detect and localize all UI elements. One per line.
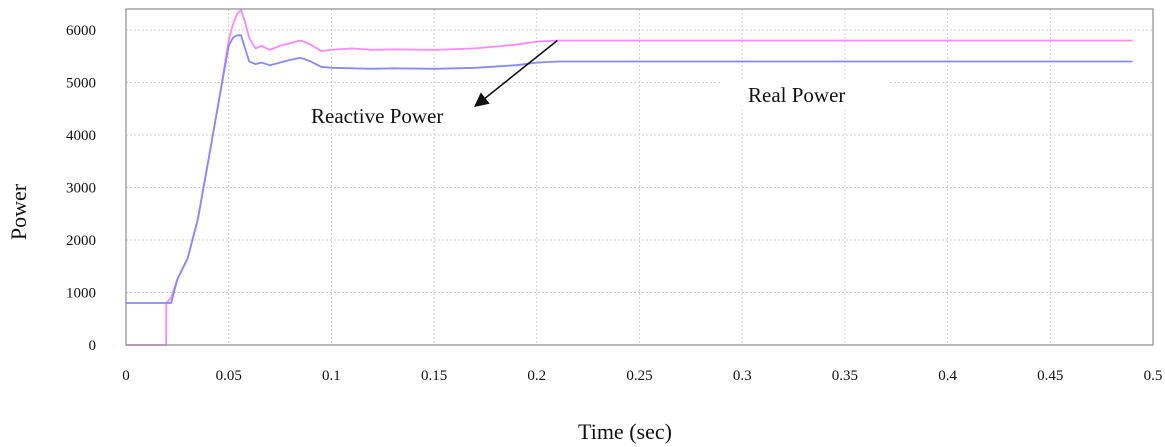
y-tick-label: 2000 bbox=[66, 233, 96, 249]
real-power-label: Real Power bbox=[748, 83, 845, 107]
x-tick-label: 0.1 bbox=[322, 368, 341, 384]
y-axis-title: Power bbox=[6, 183, 31, 240]
x-tick-label: 0.15 bbox=[421, 368, 447, 384]
x-tick-label: 0.2 bbox=[527, 368, 546, 384]
x-tick-label: 0.25 bbox=[626, 368, 652, 384]
reactive-power-arrow bbox=[474, 39, 558, 108]
x-axis-title: Time (sec) bbox=[578, 419, 672, 444]
series-line-2 bbox=[126, 34, 1133, 304]
y-tick-label: 5000 bbox=[66, 76, 96, 92]
y-tick-label: 6000 bbox=[66, 23, 96, 39]
x-tick-label: 0.3 bbox=[733, 368, 752, 384]
x-tick-label: 0.5 bbox=[1144, 368, 1163, 384]
plot-frame bbox=[125, 8, 1154, 346]
y-tick-label: 4000 bbox=[66, 128, 96, 144]
grid bbox=[126, 9, 1153, 345]
tick-labels: 0 0.05 0.1 0.15 0.2 0.25 0.3 0.35 0.4 0.45 0.5 0 100… bbox=[66, 23, 1162, 384]
x-tick-label: 0.05 bbox=[216, 368, 242, 384]
real-power-label-bg bbox=[720, 80, 890, 110]
x-tick-label: 0.45 bbox=[1037, 368, 1063, 384]
y-tick-label: 0 bbox=[89, 338, 97, 354]
reactive-power-label: Reactive Power bbox=[311, 104, 443, 128]
series-layer bbox=[126, 9, 1133, 346]
y-tick-label: 1000 bbox=[66, 286, 96, 302]
x-tick-label: 0.35 bbox=[832, 368, 858, 384]
x-tick-label: 0 bbox=[122, 368, 130, 384]
x-tick-label: 0.4 bbox=[938, 368, 957, 384]
y-tick-label: 3000 bbox=[66, 181, 96, 197]
